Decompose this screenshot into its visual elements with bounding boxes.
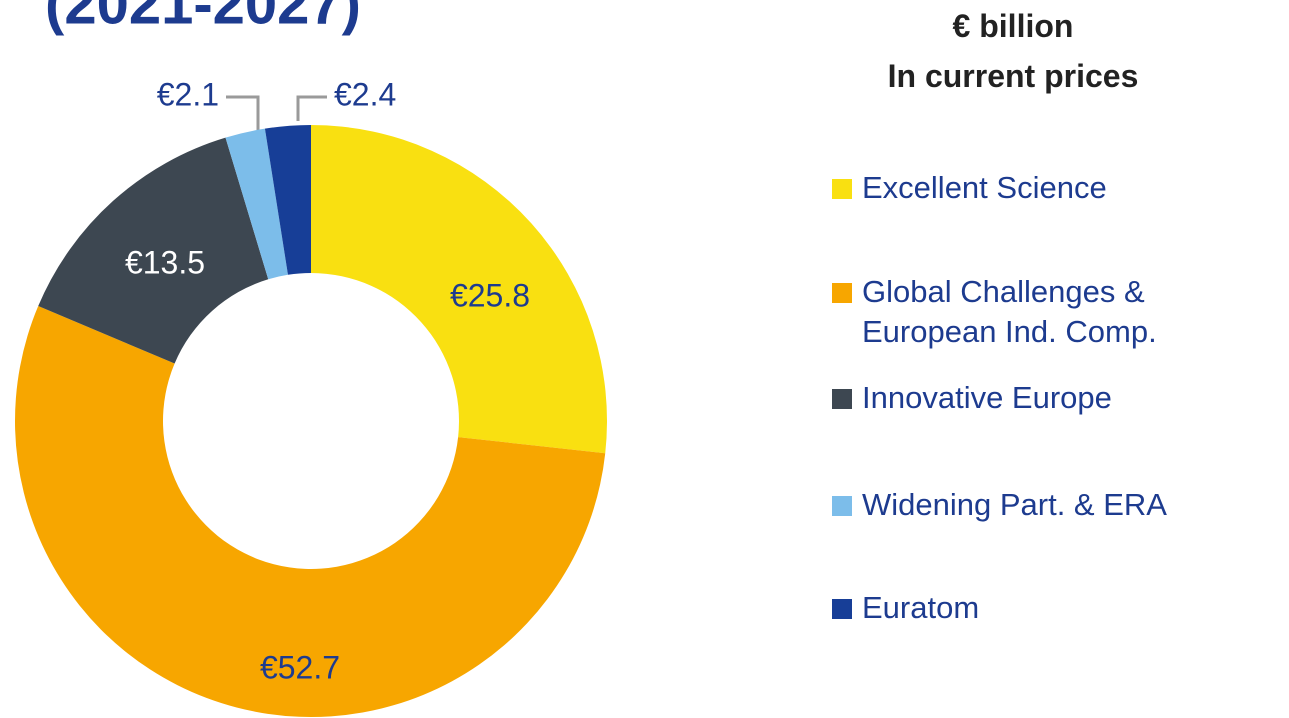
- legend-swatch: [832, 179, 852, 199]
- slice: [38, 137, 269, 364]
- legend-label: Innovative Europe: [862, 380, 1112, 415]
- legend-item: Innovative Europe: [832, 378, 1272, 418]
- slice: [225, 128, 288, 280]
- leader-line: [226, 95, 260, 138]
- data-label: €52.7: [260, 649, 340, 685]
- legend-item: Excellent Science: [832, 168, 1272, 208]
- data-label: €25.8: [450, 277, 530, 313]
- legend-label: Excellent Science: [862, 170, 1107, 205]
- legend-item: Widening Part. & ERA: [832, 485, 1272, 525]
- legend-item: Euratom: [832, 588, 1272, 628]
- data-label: €2.4: [334, 76, 396, 112]
- legend-label: Global Challenges & European Ind. Comp.: [862, 274, 1157, 349]
- data-label: €13.5: [125, 244, 205, 280]
- legend-swatch: [832, 283, 852, 303]
- legend-item: Global Challenges & European Ind. Comp.: [832, 272, 1272, 352]
- legend-label: Widening Part. & ERA: [862, 487, 1167, 522]
- chart-title: (2021-2027): [45, 0, 361, 36]
- legend-swatch: [832, 496, 852, 516]
- slice: [311, 125, 608, 454]
- subtitle: € billion: [952, 8, 1074, 44]
- legend-swatch: [832, 389, 852, 409]
- slice: [14, 306, 606, 718]
- data-label: €2.1: [157, 76, 219, 112]
- slice: [264, 125, 311, 275]
- leader-line: [296, 95, 327, 121]
- legend-label: Euratom: [862, 590, 980, 625]
- legend-swatch: [832, 599, 852, 619]
- subtitle: In current prices: [887, 58, 1139, 94]
